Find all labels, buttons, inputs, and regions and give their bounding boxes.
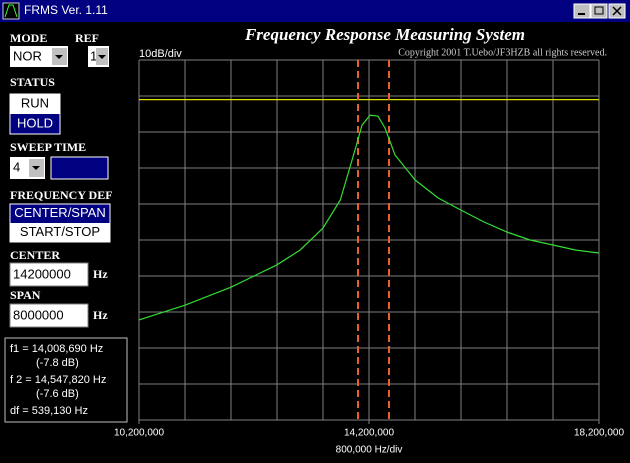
- window-title: FRMS Ver. 1.11: [24, 3, 108, 17]
- window-buttons: [573, 3, 626, 19]
- minimize-button[interactable]: [573, 3, 591, 19]
- f1-label: f1 = 14,008,690 Hz: [10, 343, 103, 355]
- list-item-text: RUN: [21, 95, 49, 110]
- ref-label: REF: [75, 31, 99, 45]
- list-item[interactable]: [10, 223, 110, 242]
- y-scale-label: 10dB/div: [139, 48, 182, 60]
- copyright: Copyright 2001 T.Uebo/JF3HZB all rights …: [398, 47, 607, 58]
- app-icon-glyph: [4, 4, 18, 18]
- status-list: RUN HOLD: [9, 93, 61, 135]
- center-value: 14200000: [13, 266, 71, 281]
- center-unit: Hz: [93, 267, 108, 281]
- sweep-arrow-glyph: [32, 166, 40, 170]
- center-input[interactable]: [9, 262, 89, 287]
- freq-def-label: FREQUENCY DEF: [10, 188, 113, 202]
- f2-label: f 2 = 14,547,820 Hz: [10, 374, 106, 386]
- sweep-label: SWEEP TIME: [10, 140, 86, 154]
- span-value: 8000000: [13, 307, 64, 322]
- ref-arrow-glyph: [98, 55, 106, 59]
- list-item[interactable]: [10, 204, 110, 223]
- list-item-text: CENTER/SPAN: [14, 205, 106, 220]
- list-border: [9, 93, 61, 135]
- span-label: SPAN: [10, 288, 41, 302]
- list-item-text: HOLD: [17, 115, 53, 130]
- x-tick-label: 10,200,000: [114, 428, 164, 439]
- list-border: [9, 203, 111, 243]
- list-item-text: START/STOP: [20, 224, 100, 239]
- chart-title: Frequency Response Measuring System: [244, 25, 525, 44]
- x-tick-label: 18,200,000: [574, 428, 624, 439]
- f2-level: (-7.6 dB): [36, 388, 79, 400]
- sweep-value: 4: [13, 159, 20, 174]
- span-unit: Hz: [93, 308, 108, 322]
- df-label: df = 539,130 Hz: [10, 405, 88, 417]
- center-label: CENTER: [10, 248, 60, 262]
- freq-def-list: CENTER/SPAN START/STOP: [9, 203, 111, 243]
- maximize-button[interactable]: [590, 3, 608, 19]
- maximize-glyph: [594, 6, 604, 15]
- title-bar: [0, 0, 630, 22]
- marker-info-box: [4, 337, 128, 423]
- x-tick-label: 14,200,000: [344, 428, 394, 439]
- response-curve: [138, 114, 600, 321]
- close-glyph: [612, 6, 622, 16]
- list-item[interactable]: [10, 114, 60, 134]
- app-icon: [2, 2, 20, 20]
- mode-label: MODE: [10, 31, 47, 45]
- f1-level: (-7.8 dB): [36, 357, 79, 369]
- sweep-indicator[interactable]: [50, 156, 109, 180]
- span-input[interactable]: [9, 303, 89, 328]
- list-item[interactable]: [10, 94, 60, 114]
- status-label: STATUS: [10, 75, 55, 89]
- mode-value: NOR: [13, 48, 42, 63]
- mode-arrow-glyph: [55, 55, 63, 59]
- ref-value: 1: [90, 48, 97, 63]
- x-scale-label: 800,000 Hz/div: [336, 445, 403, 456]
